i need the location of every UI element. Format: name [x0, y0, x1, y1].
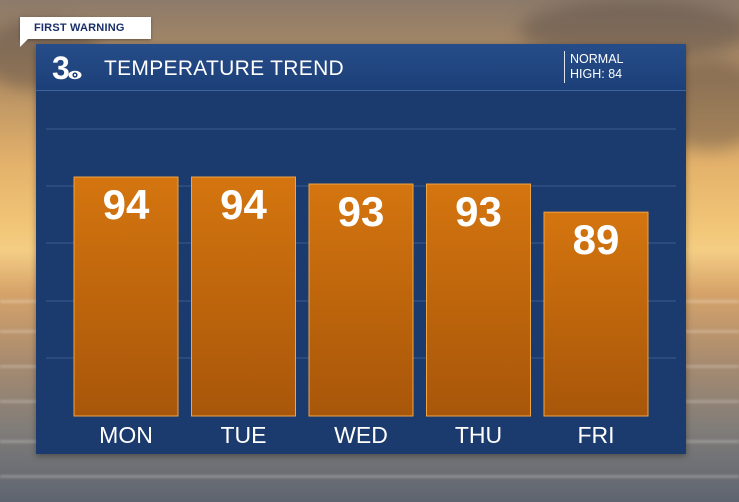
day-label-tue: TUE	[221, 422, 267, 448]
first-warning-label: FIRST WARNING	[34, 22, 125, 34]
day-label-wed: WED	[334, 422, 388, 448]
normal-high-value: HIGH: 84	[570, 67, 623, 81]
normal-label: NORMAL	[570, 52, 624, 66]
day-label-thu: THU	[455, 422, 502, 448]
channel-3-logo-icon: 3	[52, 50, 82, 84]
day-label-fri: FRI	[577, 422, 614, 448]
bar-thu	[426, 183, 531, 417]
background-water-ripple	[0, 475, 739, 478]
first-warning-badge: FIRST WARNING	[20, 17, 151, 47]
temperature-bar-chart: 94 MON 94 TUE 93 WED 93 THU 89 FRI	[46, 128, 676, 448]
panel-header: 3 TEMPERATURE TREND NORMAL HIGH: 84	[36, 44, 686, 91]
value-label-thu: 93	[455, 188, 502, 235]
bar-mon	[73, 176, 179, 417]
bar-tue	[191, 176, 296, 417]
value-label-mon: 94	[103, 181, 150, 228]
day-label-mon: MON	[99, 422, 153, 448]
bar-wed	[308, 183, 414, 417]
chart-title: TEMPERATURE TREND	[104, 57, 345, 80]
temperature-trend-panel: 3 TEMPERATURE TREND NORMAL HIGH: 84 94 MO…	[36, 44, 686, 454]
value-label-wed: 93	[338, 188, 385, 235]
normal-divider	[564, 51, 565, 83]
bar-fri	[543, 211, 649, 417]
badge-notch	[20, 39, 28, 47]
value-label-tue: 94	[220, 181, 267, 228]
value-label-fri: 89	[573, 216, 620, 263]
logo-number: 3	[52, 50, 70, 84]
